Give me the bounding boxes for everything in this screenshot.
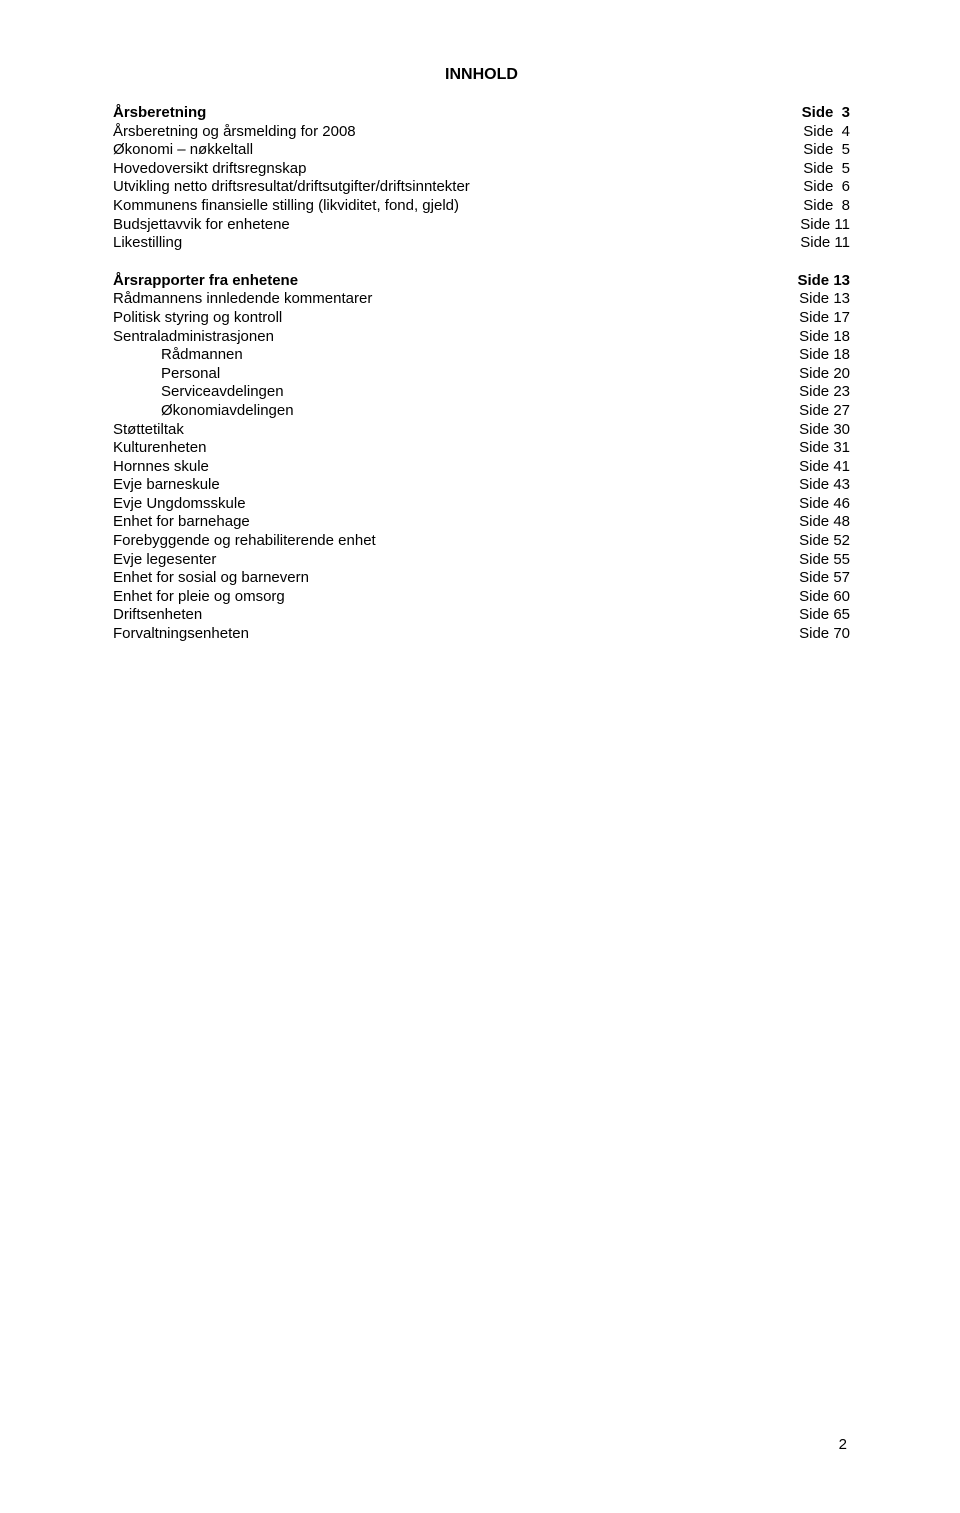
toc-page: Side 8: [780, 197, 850, 216]
toc-row: Støttetiltak Side 30: [113, 421, 850, 440]
toc-page: Side 57: [780, 569, 850, 588]
toc-page: Side 20: [780, 365, 850, 384]
toc-page: Side 70: [780, 625, 850, 644]
toc-row: Utvikling netto driftsresultat/driftsutg…: [113, 178, 850, 197]
toc-row: Forvaltningsenheten Side 70: [113, 625, 850, 644]
toc-label: Støttetiltak: [113, 421, 184, 440]
toc-label: Årsberetning: [113, 104, 206, 123]
toc-label: Forebyggende og rehabiliterende enhet: [113, 532, 376, 551]
toc-label: Kommunens finansielle stilling (likvidit…: [113, 197, 459, 216]
toc-page: Side 30: [780, 421, 850, 440]
toc-row: Budsjettavvik for enhetene Side 11: [113, 216, 850, 235]
toc-page: Side 55: [780, 551, 850, 570]
toc-page: Side 48: [780, 513, 850, 532]
toc-page: Side 18: [780, 346, 850, 365]
toc-label: Politisk styring og kontroll: [113, 309, 282, 328]
toc-page: Side 27: [780, 402, 850, 421]
toc-label: Serviceavdelingen: [113, 383, 284, 402]
page-title: INNHOLD: [113, 66, 850, 84]
toc-label: Budsjettavvik for enhetene: [113, 216, 290, 235]
toc-page: Side 11: [780, 234, 850, 253]
toc-label: Evje Ungdomsskule: [113, 495, 246, 514]
toc-row: Økonomi – nøkkeltall Side 5: [113, 141, 850, 160]
toc-row: Enhet for sosial og barnevern Side 57: [113, 569, 850, 588]
toc-row: Hovedoversikt driftsregnskap Side 5: [113, 160, 850, 179]
toc-page: Side 18: [780, 328, 850, 347]
toc-page: Side 3: [780, 104, 850, 123]
toc-label: Evje legesenter: [113, 551, 216, 570]
toc-label: Økonomiavdelingen: [113, 402, 294, 421]
toc-row: Årsrapporter fra enhetene Side 13: [113, 272, 850, 291]
toc-row: Hornnes skule Side 41: [113, 458, 850, 477]
toc-page: Side 6: [780, 178, 850, 197]
toc-label: Evje barneskule: [113, 476, 220, 495]
toc-label: Kulturenheten: [113, 439, 206, 458]
toc-row: Rådmannens innledende kommentarer Side 13: [113, 290, 850, 309]
toc-page: Side 11: [780, 216, 850, 235]
toc-page: Side 52: [780, 532, 850, 551]
toc-row: Personal Side 20: [113, 365, 850, 384]
toc-page: Side 41: [780, 458, 850, 477]
toc-page: Side 65: [780, 606, 850, 625]
toc-label: Rådmannen: [113, 346, 243, 365]
page-number: 2: [839, 1436, 847, 1453]
toc-label: Hovedoversikt driftsregnskap: [113, 160, 306, 179]
toc-row: Enhet for pleie og omsorg Side 60: [113, 588, 850, 607]
toc-label: Enhet for barnehage: [113, 513, 250, 532]
toc-row: Likestilling Side 11: [113, 234, 850, 253]
toc-label: Rådmannens innledende kommentarer: [113, 290, 372, 309]
toc-label: Enhet for pleie og omsorg: [113, 588, 285, 607]
toc-label: Forvaltningsenheten: [113, 625, 249, 644]
toc-row: Økonomiavdelingen Side 27: [113, 402, 850, 421]
toc-row: Driftsenheten Side 65: [113, 606, 850, 625]
toc-page: Side 17: [780, 309, 850, 328]
toc-page: Side 5: [780, 141, 850, 160]
toc-page: Side 13: [780, 272, 850, 291]
toc-label: Personal: [113, 365, 220, 384]
toc-page: Side 60: [780, 588, 850, 607]
toc-label: Årsrapporter fra enhetene: [113, 272, 298, 291]
toc-page: Side 4: [780, 123, 850, 142]
toc-row: Forebyggende og rehabiliterende enhet Sid…: [113, 532, 850, 551]
toc-page: Side 43: [780, 476, 850, 495]
toc-page: Side 46: [780, 495, 850, 514]
toc-row: Enhet for barnehage Side 48: [113, 513, 850, 532]
toc-page: Side 31: [780, 439, 850, 458]
toc-label: Likestilling: [113, 234, 182, 253]
toc-row: Serviceavdelingen Side 23: [113, 383, 850, 402]
toc-row: Årsberetning Side 3: [113, 104, 850, 123]
toc-row: Sentraladministrasjonen Side 18: [113, 328, 850, 347]
table-of-contents: ÅrsberetningSide 3Årsberetning og årsmel…: [113, 104, 850, 644]
toc-label: Årsberetning og årsmelding for 2008: [113, 123, 356, 142]
toc-row: Evje legesenter Side 55: [113, 551, 850, 570]
toc-row: Årsberetning og årsmelding for 2008 Side …: [113, 123, 850, 142]
toc-row: Politisk styring og kontroll Side 17: [113, 309, 850, 328]
toc-page: Side 5: [780, 160, 850, 179]
toc-label: Driftsenheten: [113, 606, 202, 625]
toc-page: Side 13: [780, 290, 850, 309]
toc-label: Enhet for sosial og barnevern: [113, 569, 309, 588]
toc-label: Hornnes skule: [113, 458, 209, 477]
toc-row: Rådmannen Side 18: [113, 346, 850, 365]
toc-row: Evje Ungdomsskule Side 46: [113, 495, 850, 514]
toc-page: Side 23: [780, 383, 850, 402]
toc-spacer: [113, 253, 850, 272]
toc-label: Sentraladministrasjonen: [113, 328, 274, 347]
toc-label: Økonomi – nøkkeltall: [113, 141, 253, 160]
toc-row: Evje barneskule Side 43: [113, 476, 850, 495]
toc-label: Utvikling netto driftsresultat/driftsutg…: [113, 178, 470, 197]
toc-row: Kulturenheten Side 31: [113, 439, 850, 458]
toc-row: Kommunens finansielle stilling (likvidit…: [113, 197, 850, 216]
